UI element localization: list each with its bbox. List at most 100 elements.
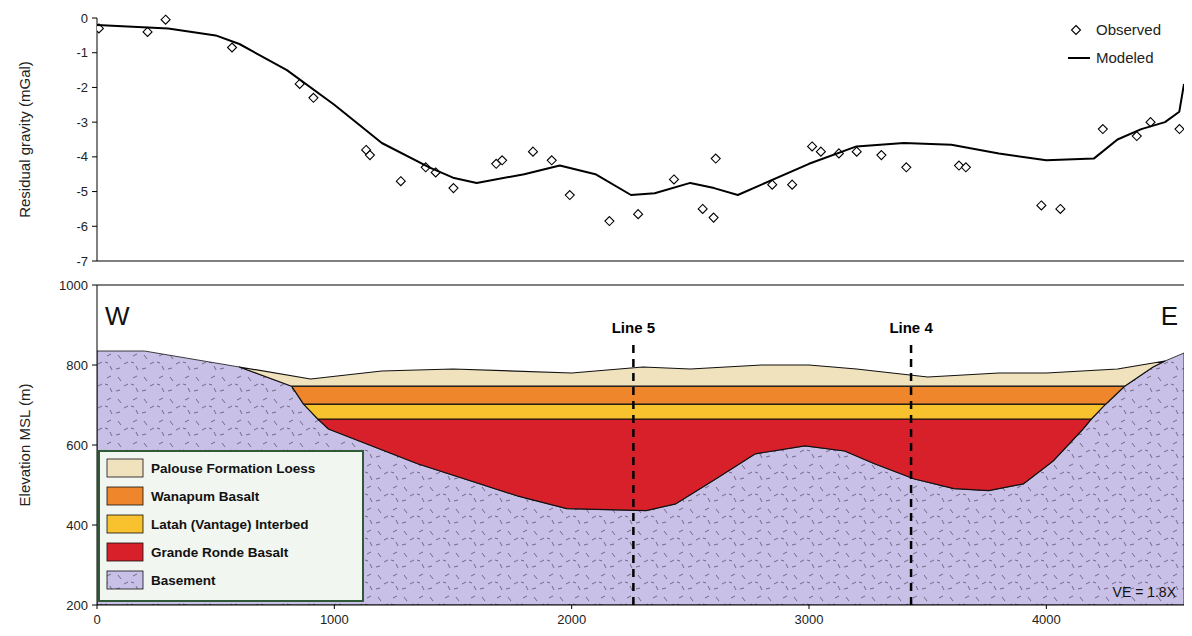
legend-label: Palouse Formation Loess bbox=[151, 461, 315, 476]
legend-label: Modeled bbox=[1096, 49, 1154, 66]
y-tick bbox=[92, 261, 97, 262]
y-tick bbox=[92, 52, 97, 53]
y-axis-title: Residual gravity (mGal) bbox=[16, 61, 33, 218]
x-tick-label: 4000 bbox=[1032, 612, 1061, 627]
modeled-line bbox=[97, 25, 1184, 195]
legend-label: Wanapum Basalt bbox=[151, 489, 260, 504]
unit-polygon bbox=[318, 419, 1092, 511]
legend-label: Basement bbox=[151, 573, 216, 588]
y-tick-label: -1 bbox=[76, 45, 88, 60]
observed-point bbox=[528, 147, 537, 156]
unit-polygon bbox=[304, 404, 1106, 419]
observed-point bbox=[1098, 125, 1107, 134]
y-tick-label: -7 bbox=[76, 254, 88, 269]
unit-polygon bbox=[292, 386, 1125, 404]
profile-label: Line 5 bbox=[612, 319, 655, 336]
observed-point bbox=[1037, 201, 1046, 210]
profile-label: Line 4 bbox=[889, 319, 933, 336]
observed-point bbox=[816, 147, 825, 156]
observed-point bbox=[808, 142, 817, 151]
observed-point bbox=[634, 210, 643, 219]
x-tick bbox=[334, 605, 335, 609]
observed-point bbox=[309, 93, 318, 102]
section-axes: 200400600800100001000200030004000Elevati… bbox=[16, 278, 1184, 628]
x-axis-line bbox=[97, 261, 1184, 262]
legend-label: Latah (Vantage) Interbed bbox=[151, 517, 309, 532]
observed-point bbox=[961, 163, 970, 172]
figure: 0-1-2-3-4-5-6-7Residual gravity (mGal)Ob… bbox=[0, 0, 1192, 636]
x-axis-line bbox=[97, 605, 1184, 606]
legend-line bbox=[1068, 57, 1090, 59]
section-legend: Palouse Formation Loess Wanapum Basalt Lat… bbox=[99, 451, 363, 601]
y-tick bbox=[92, 365, 97, 366]
x-tick bbox=[1046, 605, 1047, 609]
observed-point bbox=[565, 191, 574, 200]
observed-point bbox=[605, 217, 614, 226]
legend-swatch bbox=[107, 543, 143, 561]
observed-point bbox=[547, 156, 556, 165]
profile-lines: Line 5 Line 4 bbox=[612, 319, 934, 605]
observed-point bbox=[709, 213, 718, 222]
profile-line bbox=[632, 345, 635, 605]
y-tick-label: 800 bbox=[66, 358, 88, 373]
x-tick bbox=[809, 605, 810, 609]
observed-point bbox=[365, 151, 374, 160]
y-tick bbox=[92, 122, 97, 123]
annotation: E bbox=[1161, 301, 1178, 331]
top-frame bbox=[97, 285, 1184, 286]
profile-line bbox=[910, 345, 913, 605]
y-tick-label: 0 bbox=[81, 11, 88, 26]
observed-point bbox=[711, 154, 720, 163]
observed-point bbox=[396, 177, 405, 186]
x-tick bbox=[571, 605, 572, 609]
observed-point bbox=[698, 204, 707, 213]
annotation: W bbox=[105, 301, 130, 331]
y-tick bbox=[92, 191, 97, 192]
observed-point bbox=[669, 175, 678, 184]
observed-point bbox=[143, 27, 152, 36]
top-axes: 0-1-2-3-4-5-6-7Residual gravity (mGal) bbox=[16, 11, 1184, 269]
y-tick bbox=[92, 226, 97, 227]
y-tick-label: -3 bbox=[76, 115, 88, 130]
legend-swatch bbox=[107, 459, 143, 477]
observed-point bbox=[449, 184, 458, 193]
y-tick bbox=[92, 156, 97, 157]
y-tick bbox=[92, 18, 97, 19]
x-tick-label: 0 bbox=[93, 612, 100, 627]
y-axis-title: Elevation MSL (m) bbox=[16, 384, 33, 507]
legend-label: Grande Ronde Basalt bbox=[151, 545, 289, 560]
y-tick-label: -4 bbox=[76, 149, 88, 164]
legend-swatch bbox=[107, 487, 143, 505]
x-tick bbox=[97, 605, 98, 609]
y-tick-label: 1000 bbox=[59, 278, 88, 293]
y-tick-label: -5 bbox=[76, 184, 88, 199]
observed-point bbox=[788, 180, 797, 189]
section-data bbox=[97, 351, 1184, 605]
y-tick bbox=[92, 605, 97, 606]
x-tick-label: 3000 bbox=[795, 612, 824, 627]
legend-label: Observed bbox=[1096, 21, 1161, 38]
legend-box bbox=[99, 451, 363, 601]
observed-point bbox=[161, 15, 170, 24]
observed-point bbox=[1175, 125, 1184, 134]
y-axis-line bbox=[97, 18, 98, 261]
observed-point bbox=[228, 43, 237, 52]
observed-point bbox=[1056, 204, 1065, 213]
legend-swatch bbox=[107, 571, 143, 589]
y-tick-label: 200 bbox=[66, 598, 88, 613]
y-tick-label: 400 bbox=[66, 518, 88, 533]
observed-point bbox=[498, 156, 507, 165]
observed-point bbox=[902, 163, 911, 172]
y-tick-label: -2 bbox=[76, 80, 88, 95]
y-tick bbox=[92, 285, 97, 286]
x-tick-label: 2000 bbox=[557, 612, 586, 627]
top-legend: Observed Modeled bbox=[1068, 21, 1161, 66]
y-tick bbox=[92, 445, 97, 446]
y-tick bbox=[92, 525, 97, 526]
top-data bbox=[97, 15, 1184, 225]
unit-polygon bbox=[239, 361, 1165, 386]
annotation: VE = 1.8X bbox=[1113, 584, 1177, 600]
unit-polygon bbox=[97, 351, 1184, 605]
y-tick bbox=[92, 87, 97, 88]
legend-swatch bbox=[107, 515, 143, 533]
